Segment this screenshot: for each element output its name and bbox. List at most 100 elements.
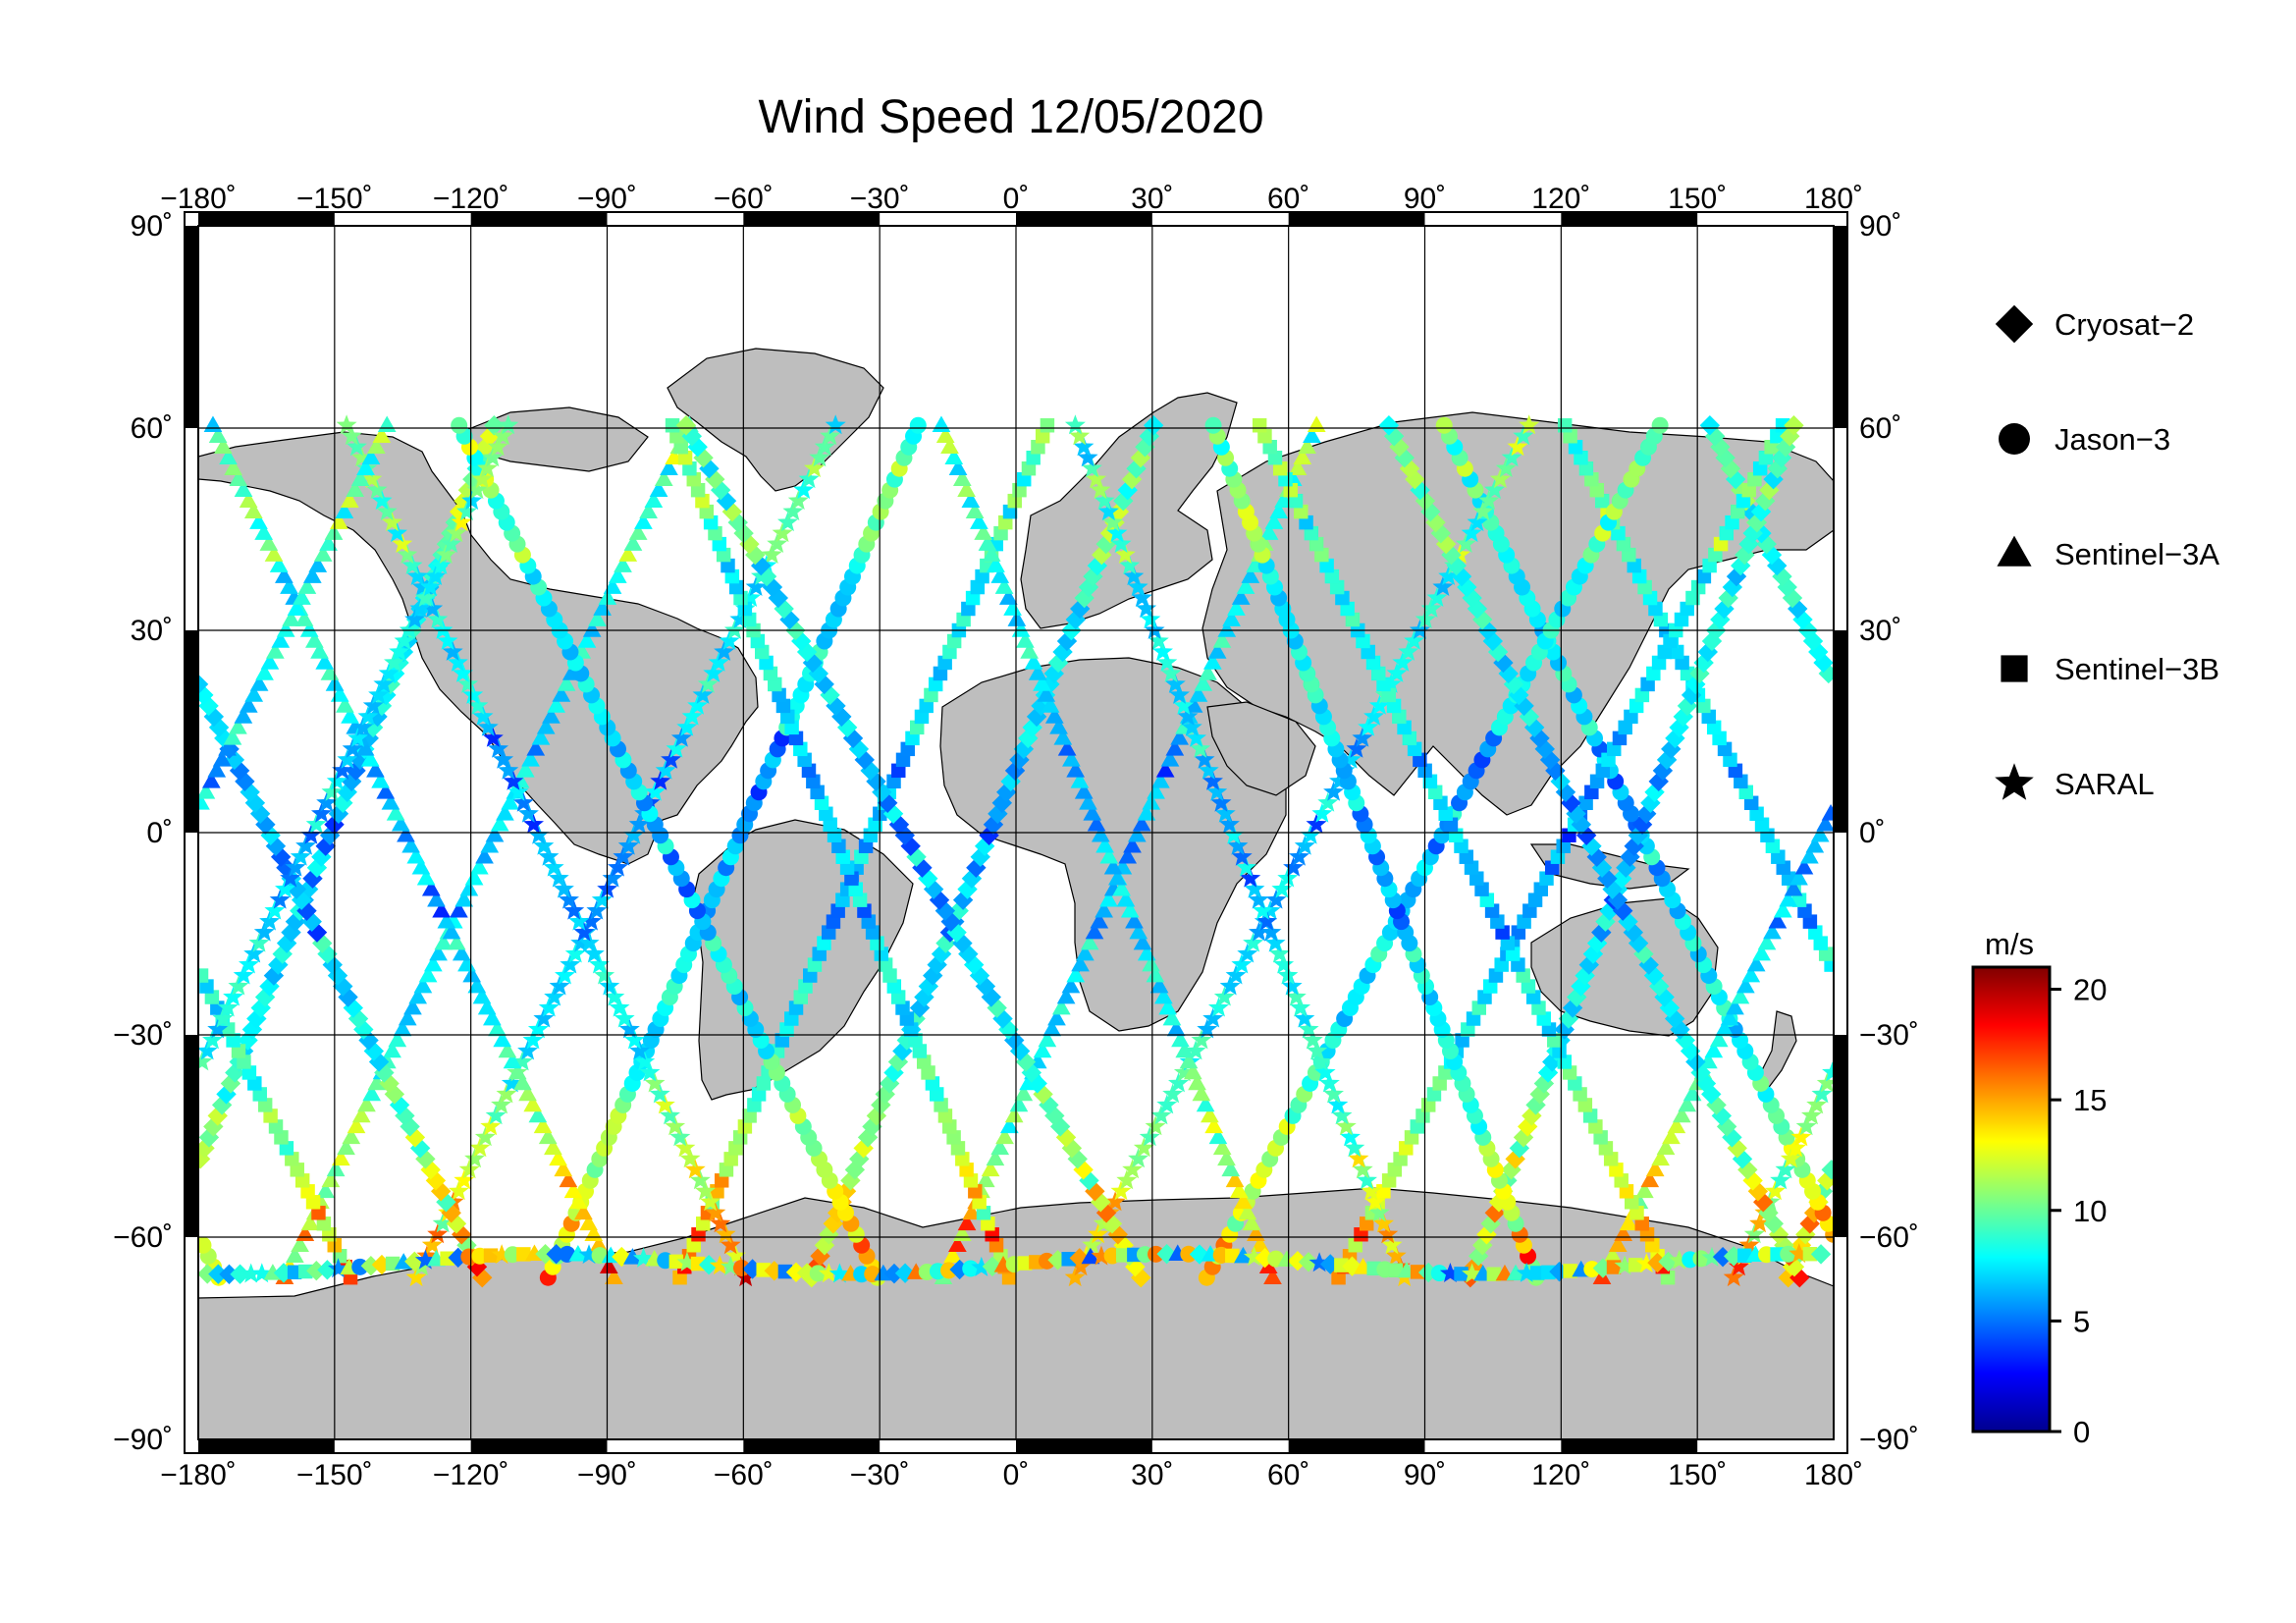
track-point	[670, 727, 692, 747]
track-point	[1207, 642, 1227, 659]
track-point	[956, 612, 971, 627]
lat-label: −90˚	[1859, 1424, 1919, 1456]
track-point	[1574, 450, 1588, 465]
track-point	[1398, 640, 1419, 661]
track-point	[809, 1265, 827, 1282]
track-point	[493, 748, 514, 769]
track-point	[1439, 1263, 1461, 1282]
lat-label: −30˚	[1859, 1019, 1919, 1052]
track-point	[705, 1202, 726, 1222]
track-point	[1028, 664, 1047, 680]
track-point	[207, 1018, 229, 1039]
track-point	[295, 835, 317, 855]
track-point	[1252, 899, 1273, 920]
track-point	[208, 426, 228, 444]
track-point	[965, 502, 985, 518]
track-point	[946, 1130, 961, 1145]
track-point	[1151, 772, 1170, 788]
track-point	[810, 784, 825, 800]
track-point	[1501, 1160, 1522, 1180]
frame-segment	[1016, 1439, 1152, 1453]
track-point	[1713, 536, 1729, 552]
track-point	[297, 577, 317, 594]
track-point	[1033, 1041, 1052, 1058]
frame-segment	[185, 226, 198, 428]
track-point	[421, 879, 441, 896]
track-point	[427, 1223, 449, 1244]
track-point	[957, 1214, 977, 1231]
legend-item: Jason−3	[1999, 422, 2170, 457]
track-point	[427, 609, 449, 628]
track-point	[1768, 1224, 1789, 1245]
track-point	[1358, 716, 1379, 736]
track-point	[819, 1224, 839, 1245]
track-point	[1265, 889, 1287, 909]
track-point	[1318, 1072, 1340, 1093]
track-point	[543, 856, 564, 877]
track-point	[1152, 640, 1173, 661]
track-point	[1095, 836, 1114, 853]
track-point	[1244, 878, 1265, 898]
track-point	[1568, 440, 1583, 455]
track-point	[1779, 890, 1798, 907]
track-point	[724, 1245, 746, 1266]
track-point	[234, 707, 253, 724]
track-point	[1404, 629, 1425, 650]
track-point	[316, 1217, 332, 1231]
track-point	[286, 1246, 304, 1264]
track-point	[1618, 720, 1632, 735]
track-point	[1145, 1115, 1166, 1136]
track-point	[442, 922, 461, 940]
track-point	[970, 579, 986, 595]
track-point	[1175, 1041, 1195, 1058]
track-point	[406, 846, 426, 864]
track-point	[1227, 835, 1249, 855]
track-point	[415, 1149, 436, 1169]
track-point	[464, 868, 484, 886]
track-point	[223, 986, 244, 1006]
track-point	[865, 925, 881, 940]
track-point	[1690, 579, 1706, 595]
track-point	[427, 890, 446, 907]
track-point	[1298, 1252, 1319, 1272]
track-point	[962, 1203, 982, 1220]
track-point	[414, 1249, 436, 1270]
track-point	[1511, 925, 1526, 940]
track-point	[1240, 867, 1261, 888]
track-point	[341, 707, 359, 724]
track-point	[975, 568, 989, 584]
track-point	[1061, 1138, 1083, 1159]
track-point	[975, 976, 996, 997]
track-point	[1761, 544, 1783, 566]
track-point	[249, 513, 268, 529]
track-point	[1320, 1254, 1341, 1274]
track-point	[198, 1138, 215, 1159]
track-point	[1027, 1073, 1047, 1094]
track-point	[1125, 1257, 1146, 1277]
track-point	[1656, 1138, 1676, 1156]
track-point	[337, 782, 357, 802]
track-point	[791, 630, 812, 652]
track-point	[796, 1263, 818, 1283]
track-point	[441, 533, 462, 553]
track-point	[452, 662, 473, 682]
track-point	[835, 893, 850, 907]
track-point	[1300, 824, 1321, 844]
lon-label: 120˚	[1531, 183, 1590, 215]
track-point	[961, 601, 976, 617]
track-point	[1087, 814, 1106, 832]
track-point	[1042, 1019, 1062, 1037]
lat-label: 60˚	[1859, 412, 1901, 445]
track-point	[582, 621, 602, 637]
track-point	[347, 1008, 369, 1029]
track-point	[1467, 598, 1488, 620]
track-point	[210, 1001, 225, 1015]
track-point	[1180, 1245, 1198, 1263]
track-point	[639, 1061, 661, 1082]
track-point	[1653, 612, 1669, 627]
track-point	[202, 1029, 223, 1050]
track-point	[1582, 1109, 1598, 1123]
track-point	[1110, 1180, 1132, 1201]
track-point	[1225, 964, 1247, 985]
track-point	[1070, 772, 1090, 788]
